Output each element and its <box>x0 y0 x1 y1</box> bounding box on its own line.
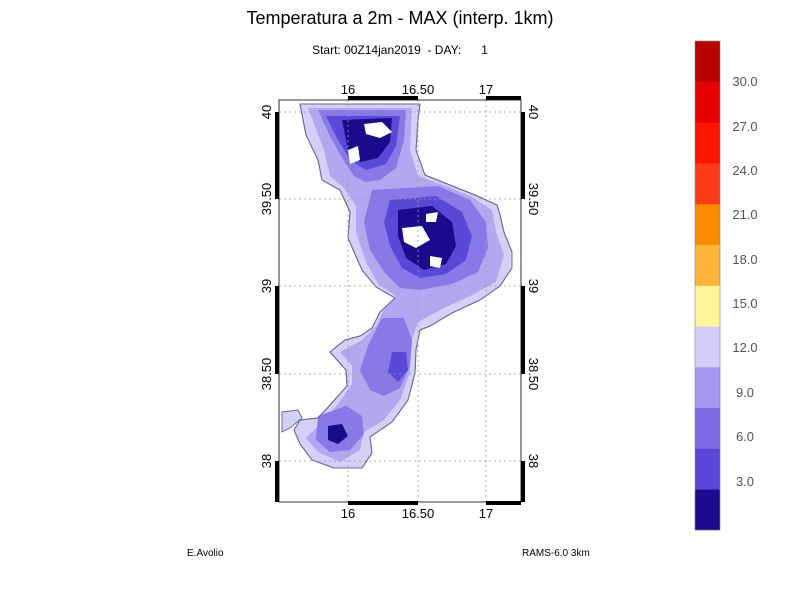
colorbar-box <box>695 407 720 449</box>
colorbar-label-27: 27.0 <box>732 119 757 134</box>
map-subtitle: Start: 00Z14jan2019 - DAY: 1 <box>312 43 488 57</box>
colorbar-box <box>695 448 720 490</box>
graticule <box>279 100 521 502</box>
colorbar-box <box>695 367 720 409</box>
colorbar-box <box>695 81 720 123</box>
colorbar-label-21: 21.0 <box>732 207 757 222</box>
field-cold-patch-2 <box>348 146 360 164</box>
colorbar-box <box>695 41 720 83</box>
lon-label-bottom-17: 17 <box>479 506 493 521</box>
lat-label-right-38-50: 38.50 <box>526 358 541 391</box>
model-credit: RAMS-6.0 3km <box>522 548 590 559</box>
field-cold-patch-3 <box>402 226 430 248</box>
lon-label-top-16: 16 <box>341 82 355 97</box>
colorbar-label-6: 6.0 <box>736 429 754 444</box>
colorbar-label-12: 12.0 <box>732 340 757 355</box>
colorbar-box <box>695 163 720 205</box>
map-panel: 16 16.50 17 16 16.50 17 40 39.50 39 38.5… <box>259 82 541 521</box>
colorbar-label-30: 30.0 <box>732 74 757 89</box>
lat-label-right-39: 39 <box>526 279 541 293</box>
colorbar-label-3: 3.0 <box>736 474 754 489</box>
lat-label-left-38-50: 38.50 <box>259 358 274 391</box>
field-band-3-aspromonte <box>328 424 348 444</box>
lat-label-left-40: 40 <box>259 105 274 119</box>
colorbar: 3.0 6.0 9.0 12.0 15.0 18.0 21.0 24.0 27.… <box>694 40 758 531</box>
lat-label-right-39-50: 39.50 <box>526 183 541 216</box>
field-cold-patch-4 <box>426 212 438 222</box>
field-cold-patch-1 <box>364 122 392 138</box>
lon-label-bottom-16: 16 <box>341 506 355 521</box>
colorbar-label-24: 24.0 <box>732 163 757 178</box>
field-band-6-serre <box>388 352 408 382</box>
lon-label-top-16-50: 16.50 <box>402 82 435 97</box>
colorbar-box <box>695 204 720 246</box>
author-credit: E.Avolio <box>187 548 224 559</box>
lat-label-right-40: 40 <box>526 105 541 119</box>
colorbar-label-9: 9.0 <box>736 385 754 400</box>
colorbar-box <box>695 122 720 164</box>
field-cold-patch-5 <box>430 256 442 268</box>
colorbar-label-15: 15.0 <box>732 296 757 311</box>
colorbar-label-18: 18.0 <box>732 252 757 267</box>
colorbar-boxes <box>695 41 720 531</box>
colorbar-box <box>695 489 720 531</box>
temperature-field <box>306 108 504 462</box>
colorbar-box <box>695 326 720 368</box>
lat-label-left-39: 39 <box>259 279 274 293</box>
map-title: Temperatura a 2m - MAX (interp. 1km) <box>246 8 554 28</box>
lon-label-bottom-16-50: 16.50 <box>402 506 435 521</box>
map-frame <box>275 96 525 505</box>
lat-label-left-38: 38 <box>259 454 274 468</box>
lon-label-top-17: 17 <box>479 82 493 97</box>
coastline <box>293 103 513 469</box>
colorbar-box <box>695 244 720 286</box>
lat-label-right-38: 38 <box>526 454 541 468</box>
lat-label-left-39-50: 39.50 <box>259 183 274 216</box>
colorbar-outline <box>694 40 721 531</box>
islet-west <box>281 409 303 433</box>
colorbar-box <box>695 285 720 327</box>
